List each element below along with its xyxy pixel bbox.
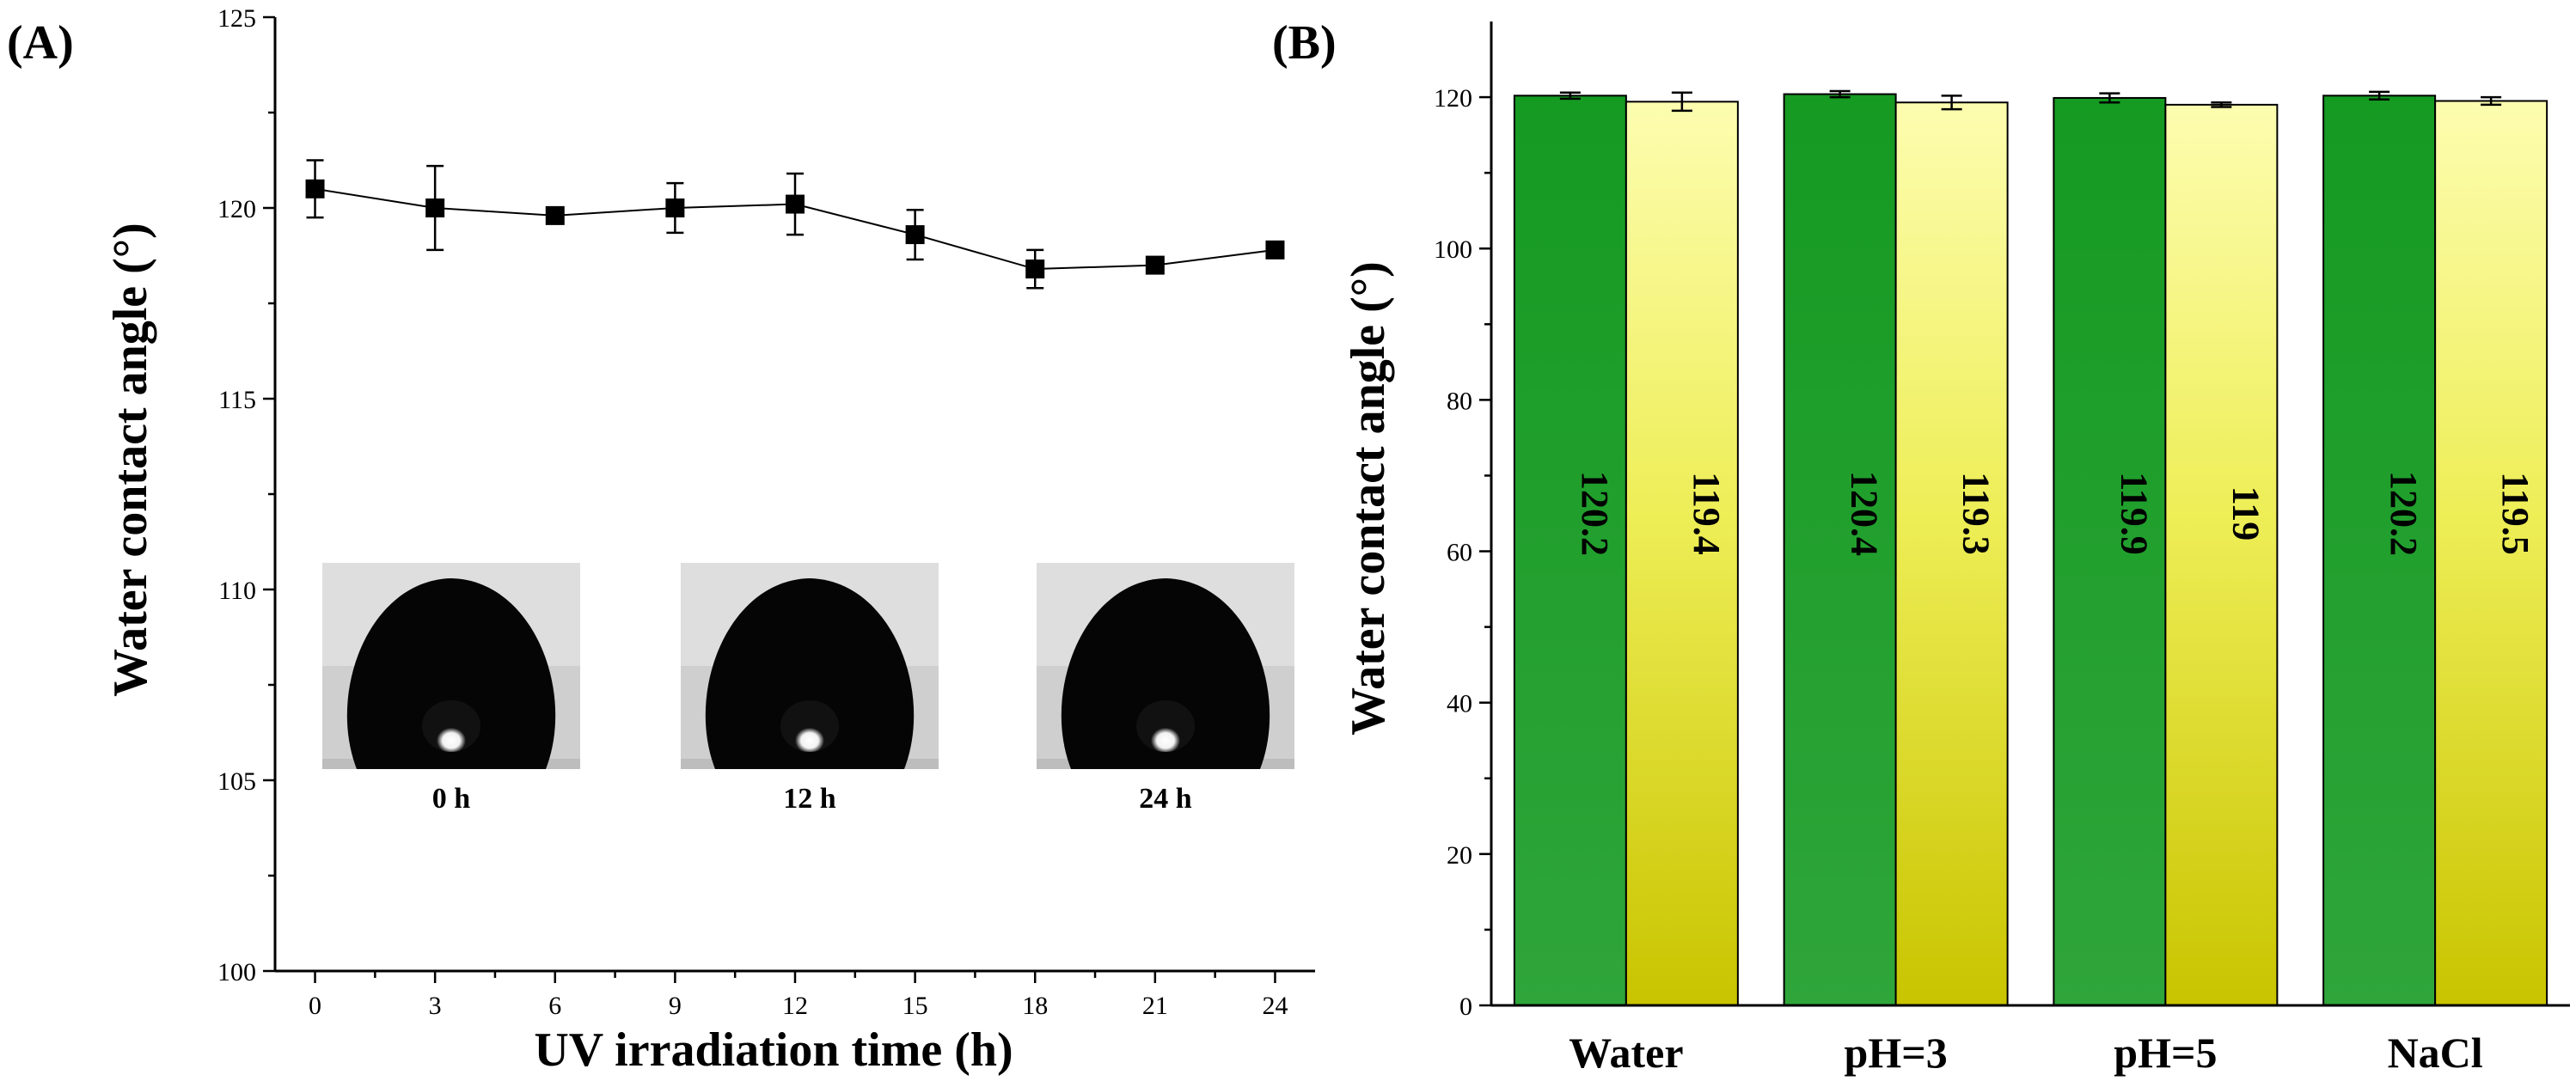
bar-value-label: 119.3 <box>1955 472 1998 555</box>
panel-a-x-tick-label: 9 <box>669 992 682 1020</box>
water-droplet <box>346 578 556 769</box>
panel-a-data-point <box>545 205 565 225</box>
panel-a-data-point <box>425 198 445 217</box>
panel-b-axes: Water pH=3 pH=5 NaCl 0 20 40 60 80 100 120 <box>1434 21 2570 1077</box>
panel-b-y-tick-label: 40 <box>1447 690 1472 718</box>
panel-a-x-tick-label: 18 <box>1022 992 1048 1020</box>
panel-b-category-label: pH=5 <box>2114 1029 2217 1077</box>
panel-a-y-tick-label: 115 <box>218 386 256 414</box>
panel-a-data-point <box>905 225 925 245</box>
panel-a-x-tick-label: 15 <box>903 992 928 1020</box>
panel-b-y-tick-label: 20 <box>1447 841 1472 870</box>
panel-b-y-tick-label: 0 <box>1459 992 1472 1021</box>
droplet-reflection <box>1136 700 1195 752</box>
bar-yellow <box>1894 101 2009 1006</box>
panel-b-y-tick-label: 120 <box>1434 84 1472 113</box>
bar-green <box>1783 93 1897 1007</box>
bar-value-label: 119.4 <box>1686 472 1728 555</box>
panel-a: (A) 0 h 12 h 24 h 100 105 110 115 120 125 0 3 6 9 12… <box>7 4 1315 1077</box>
bar-yellow <box>2164 103 2279 1006</box>
contact-angle-insets: 0 h 12 h 24 h <box>322 563 1294 815</box>
inset-image-2 <box>1037 563 1294 769</box>
panel-a-series <box>305 159 1285 290</box>
panel-b-category-label: pH=3 <box>1845 1029 1948 1077</box>
bar-value-label: 119.9 <box>2113 472 2155 555</box>
inset-image-0 <box>322 563 580 769</box>
panel-a-axes: 100 105 110 115 120 125 0 3 6 9 12 15 18 21 24 <box>217 4 1315 1020</box>
panel-a-x-tick-label: 3 <box>429 992 442 1020</box>
inset-label: 0 h <box>432 783 471 815</box>
panel-a-y-axis-title: Water contact angle (°) <box>104 223 157 697</box>
panel-b-y-axis-title: Water contact angle (°) <box>1342 261 1395 736</box>
inset-image-1 <box>681 563 939 769</box>
bar-green <box>1513 95 1627 1006</box>
panel-b-y-tick-label: 100 <box>1434 235 1472 264</box>
bar-yellow <box>1625 101 1739 1006</box>
panel-a-x-tick-label: 0 <box>309 992 321 1020</box>
panel-a-y-tick-label: 105 <box>217 767 256 796</box>
panel-a-data-point <box>305 179 325 198</box>
panel-b-bars: 120.2 119.4 120.4 119.3 119.9 119 120.2 119.5 <box>1513 89 2548 1007</box>
panel-a-x-tick-label: 12 <box>782 992 808 1020</box>
panel-b-category-label: NaCl <box>2388 1029 2483 1077</box>
panel-a-data-point <box>1265 240 1285 260</box>
bar-value-label: 120.2 <box>1574 471 1616 556</box>
panel-b: (B) 120.2 119.4 120.4 119.3 119.9 119 120.2 119… <box>1272 16 2570 1077</box>
panel-a-data-point <box>1145 255 1165 275</box>
droplet-reflection <box>780 700 839 752</box>
bar-value-label: 119.5 <box>2494 472 2536 555</box>
droplet-reflection <box>422 700 480 752</box>
panel-b-category-label: Water <box>1569 1029 1683 1077</box>
panel-b-label: (B) <box>1272 16 1337 70</box>
panel-a-data-point <box>1025 260 1045 279</box>
inset-label: 24 h <box>1139 783 1192 815</box>
panel-a-data-point <box>786 194 805 214</box>
panel-a-x-tick-label: 24 <box>1262 992 1288 1020</box>
bar-yellow <box>2434 100 2548 1007</box>
panel-a-data-point <box>665 198 685 217</box>
water-droplet <box>1061 578 1270 769</box>
bar-value-label: 120.4 <box>1844 471 1886 556</box>
panel-a-x-tick-label: 6 <box>548 992 561 1020</box>
panel-b-y-tick-label: 60 <box>1447 539 1472 567</box>
panel-a-x-axis-title: UV irradiation time (h) <box>534 1023 1013 1077</box>
inset-label: 12 h <box>783 783 836 815</box>
panel-a-y-tick-label: 110 <box>218 577 256 605</box>
water-droplet <box>705 578 915 769</box>
panel-a-y-tick-label: 100 <box>217 958 256 986</box>
panel-a-y-tick-label: 120 <box>217 195 256 223</box>
bar-value-label: 119 <box>2224 486 2267 541</box>
panel-a-x-tick-label: 21 <box>1142 992 1168 1020</box>
panel-a-label: (A) <box>7 16 74 70</box>
panel-b-y-tick-label: 80 <box>1447 387 1472 415</box>
panel-a-y-tick-label: 125 <box>217 4 256 33</box>
bar-value-label: 120.2 <box>2383 471 2425 556</box>
